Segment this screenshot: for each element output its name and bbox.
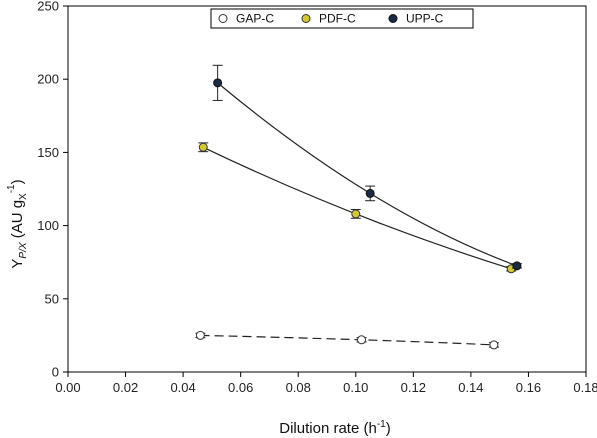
legend-marker-gap-c [218, 14, 228, 23]
legend: GAP-C PDF-C UPP-C [210, 8, 474, 29]
x-tick-label: 0.06 [228, 380, 253, 395]
y-axis-title: YP/X (AU gX-1) [6, 179, 29, 268]
data-point [213, 78, 223, 88]
y-tick-label: 50 [45, 291, 59, 306]
series-layer [195, 64, 522, 350]
x-tick-label: 0.14 [458, 380, 483, 395]
data-point [198, 142, 208, 152]
legend-box [210, 8, 474, 29]
series-gap-c [195, 330, 499, 350]
series-upp-c [212, 64, 522, 271]
x-tick-label: 0.18 [573, 380, 597, 395]
legend-label-pdf-c: PDF-C [319, 12, 356, 26]
legend-marker-upp-c [388, 14, 398, 23]
series-line [202, 146, 512, 270]
y-tick-label: 250 [37, 0, 59, 14]
data-point [489, 340, 499, 350]
x-tick-label: 0.02 [113, 380, 138, 395]
data-point [357, 335, 367, 345]
axes: 0.00 0.02 0.04 0.06 0.08 0.10 0.12 0.14 0.16 0.18… [37, 0, 597, 395]
y-tick-label: 100 [37, 218, 59, 233]
legend-label-gap-c: GAP-C [236, 12, 274, 26]
data-point [512, 261, 522, 271]
x-axis-title: Dilution rate (h-1) [279, 419, 390, 437]
series-pdf-c [198, 142, 517, 274]
y-axis-title-group: YP/X (AU gX-1) [6, 179, 29, 268]
x-tick-label: 0.12 [401, 380, 426, 395]
y-tick-label: 150 [37, 145, 59, 160]
data-point [365, 188, 375, 198]
data-point [351, 209, 361, 219]
series-line [200, 334, 494, 346]
data-point [195, 330, 205, 340]
legend-label-upp-c: UPP-C [406, 12, 444, 26]
x-tick-label: 0.16 [516, 380, 541, 395]
legend-marker-pdf-c [301, 14, 311, 23]
x-tick-label: 0.10 [343, 380, 368, 395]
x-tick-label: 0.04 [170, 380, 195, 395]
x-tick-label: 0.00 [55, 380, 80, 395]
y-tick-label: 0 [52, 365, 59, 380]
x-tick-label: 0.08 [286, 380, 311, 395]
y-tick-label: 200 [37, 72, 59, 87]
plot-frame [67, 5, 587, 373]
